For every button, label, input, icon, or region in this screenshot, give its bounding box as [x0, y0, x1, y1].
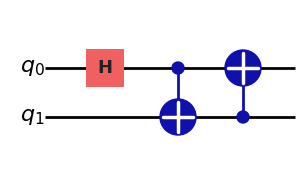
Circle shape — [160, 99, 196, 135]
Text: $q_{1}$: $q_{1}$ — [20, 107, 44, 127]
FancyBboxPatch shape — [86, 49, 124, 87]
Circle shape — [237, 111, 249, 123]
Circle shape — [172, 62, 184, 74]
Circle shape — [225, 50, 261, 86]
Text: H: H — [98, 59, 113, 77]
Text: $q_{0}$: $q_{0}$ — [20, 58, 45, 78]
